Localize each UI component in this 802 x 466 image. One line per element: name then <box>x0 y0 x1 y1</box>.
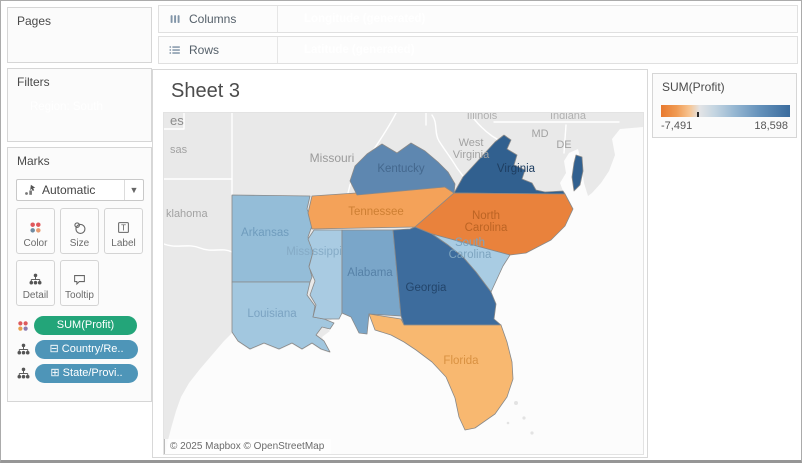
map-view[interactable]: Arkansas Louisiana Mississippi Alabama Tenne… <box>163 112 644 455</box>
state-label-louisiana: Louisiana <box>247 308 297 320</box>
label-button[interactable]: T Label <box>104 208 143 254</box>
columns-shelf-head: Columns <box>159 6 278 32</box>
state-label-virginia: Virginia <box>497 163 536 175</box>
pill-latitude-generated[interactable]: Latitude (generated) <box>304 44 415 56</box>
bg-map-label-2: klahoma <box>166 208 208 220</box>
columns-label: Columns <box>189 12 237 26</box>
state-label-florida: Florida <box>443 355 479 367</box>
marks-panel: Marks Automatic ▼ Color Size T Label Detail T… <box>7 147 152 402</box>
state-label-georgia: Georgia <box>406 282 448 294</box>
marks-title: Marks <box>17 154 50 168</box>
filters-panel: Filters Region: South <box>7 68 152 142</box>
state-label-kentucky: Kentucky <box>377 163 425 175</box>
legend-min-label: -7,491 <box>661 120 693 132</box>
sheet-title: Sheet 3 <box>171 80 240 102</box>
state-label-south-carolina: Carolina <box>449 249 492 261</box>
state-label-mississippi: Mississippi <box>286 246 342 258</box>
state-label-north-carolina: Carolina <box>465 222 508 234</box>
state-label-north-carolina: North <box>472 210 500 222</box>
color-button[interactable]: Color <box>16 208 55 254</box>
bg-map-label-9: DE <box>556 139 571 151</box>
color-legend: SUM(Profit) -7,491 18,598 <box>652 73 797 138</box>
pill-state-provi-[interactable]: ⊞ State/Provi.. <box>35 364 138 383</box>
legend-zero-tick <box>697 112 700 117</box>
bg-map-label-4: Illinois <box>467 113 498 122</box>
state-label-tennessee: Tennessee <box>348 206 404 218</box>
map-svg: Arkansas Louisiana Mississippi Alabama Tenne… <box>164 113 643 454</box>
size-button[interactable]: Size <box>60 208 99 254</box>
filters-title: Filters <box>17 75 50 89</box>
rows-label: Rows <box>189 43 220 57</box>
bg-map-label-0: es <box>170 113 184 128</box>
bg-map-label-6: West <box>459 137 484 149</box>
bahamas-islands <box>506 401 534 435</box>
legend-gradient-bar[interactable] <box>661 105 790 117</box>
rows-shelf-head: Rows <box>159 37 278 63</box>
legend-title: SUM(Profit) <box>662 80 725 94</box>
marks-buttons: Color Size T Label Detail Tooltip <box>16 208 152 312</box>
svg-text:T: T <box>121 224 126 233</box>
mark-type-icon <box>23 183 37 197</box>
bg-map-label-3: Missouri <box>310 151 355 165</box>
map-attribution: © 2025 Mapbox © OpenStreetMap <box>164 439 332 454</box>
state-label-arkansas: Arkansas <box>241 227 289 239</box>
ocean <box>164 127 643 454</box>
legend-max-label: 18,598 <box>754 120 788 132</box>
state-label-south-carolina: South <box>455 237 485 249</box>
bg-map-label-1: sas <box>170 144 188 156</box>
pill-sum-profit-[interactable]: SUM(Profit) <box>34 316 137 335</box>
worksheet-card: Sheet 3 <box>152 69 648 458</box>
marks-pill-row: ⊟ Country/Re.. <box>16 340 152 359</box>
mark-type-dropdown[interactable]: Automatic ▼ <box>16 179 144 201</box>
rows-icon <box>169 46 180 54</box>
marks-shelf-pills: SUM(Profit) ⊟ Country/Re.. ⊞ State/Provi.. <box>16 316 152 388</box>
state-label-alabama: Alabama <box>347 267 393 279</box>
chevron-down-icon[interactable]: ▼ <box>124 180 143 200</box>
bg-map-label-7: Virginia <box>453 149 490 161</box>
state-kentucky[interactable] <box>349 142 456 196</box>
legend-labels: -7,491 18,598 <box>661 120 788 132</box>
bg-map-label-8: MD <box>531 128 548 140</box>
pages-panel: Pages <box>7 7 152 63</box>
state-virginia[interactable] <box>453 134 584 195</box>
state-florida[interactable] <box>368 313 514 431</box>
rows-shelf[interactable]: Rows Latitude (generated) <box>158 36 798 64</box>
mark-type-value: Automatic <box>42 183 96 197</box>
columns-shelf[interactable]: Columns Longitude (generated) <box>158 5 798 33</box>
filter-pill-region-south[interactable]: Region: South <box>30 101 103 113</box>
tooltip-button[interactable]: Tooltip <box>60 260 99 306</box>
pages-title: Pages <box>17 14 52 28</box>
detail-button[interactable]: Detail <box>16 260 55 306</box>
bg-map-label-5: Indiana <box>550 113 587 122</box>
pill-country-re-[interactable]: ⊟ Country/Re.. <box>35 340 138 359</box>
pill-longitude-generated[interactable]: Longitude (generated) <box>304 13 426 25</box>
columns-icon <box>170 15 180 23</box>
marks-pill-row: SUM(Profit) <box>16 316 152 335</box>
marks-pill-row: ⊞ State/Provi.. <box>16 364 152 383</box>
